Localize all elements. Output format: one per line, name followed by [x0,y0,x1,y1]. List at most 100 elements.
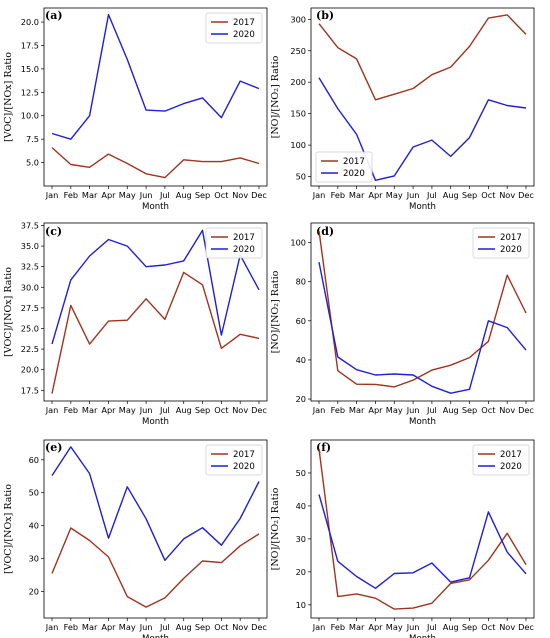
y-tick-label: 80 [296,277,306,287]
x-tick-label: Sep [462,190,477,200]
x-tick-label: Feb [331,622,346,632]
legend-label-2017: 2017 [233,450,255,460]
x-tick-label: Jun [406,190,420,200]
x-tick-label: Mar [82,190,98,200]
x-tick-label: Aug [443,622,459,632]
plot-frame [43,7,268,187]
y-tick-label: 25.0 [21,323,39,333]
series-line-2017 [51,527,260,608]
y-tick-label: 5.0 [26,158,39,168]
y-tick-label: 27.5 [21,303,39,313]
y-tick-label: 22.5 [21,344,39,354]
x-tick-label: Aug [176,405,192,415]
x-tick-label: Mar [82,405,98,415]
x-tick-label: Sep [195,405,210,415]
y-tick-label: 30 [296,534,306,544]
x-tick-label: Feb [64,622,79,632]
series-line-2020 [318,494,527,589]
legend-label-2017: 2017 [500,450,522,460]
legend-label-2020: 2020 [233,462,255,472]
x-tick-label: Sep [462,405,477,415]
x-tick-label: Feb [64,190,79,200]
x-tick-label: Jul [159,190,170,200]
y-tick-label: 17.5 [21,40,39,50]
legend-label-2020: 2020 [500,462,522,472]
x-axis-label: Month [142,634,169,638]
x-tick-label: Jan [312,405,326,415]
x-tick-label: Nov [499,622,515,632]
y-axis-label: [VOC]/[NOx] Ratio [3,267,14,357]
panel-label: (f) [316,441,331,454]
y-tick-label: 7.5 [26,134,39,144]
y-tick-label: 12.5 [21,87,39,97]
series-line-2020 [51,446,260,561]
x-tick-label: Nov [232,405,248,415]
x-tick-label: May [119,405,136,415]
y-tick-label: 300 [290,14,306,24]
x-tick-label: Feb [331,190,346,200]
legend: 2017 2020 [472,227,530,259]
chart-panel-c: (c) 17.5 20.0 22.5 25.0 27.5 30.0 32.5 35.0 37.5 J… [3,220,268,427]
legend-label-2017: 2017 [233,18,255,28]
x-tick-label: Aug [176,190,192,200]
x-tick-label: Apr [101,190,116,200]
x-tick-label: Jun [406,622,420,632]
legend-label-2017: 2017 [500,233,522,243]
x-tick-label: Apr [368,405,383,415]
chart-panel-d: (d) 20 40 60 80 100 Jan Feb Mar Apr May Jun Jul Aug Se… [270,222,535,427]
x-tick-label: Nov [499,190,515,200]
chart-panel-a: (a) 5.0 7.5 10.0 12.5 15.0 17.5 20.0 Jan Feb Mar Ap… [3,7,268,212]
panel-label: (c) [45,225,62,238]
x-tick-label: Dec [251,622,267,632]
x-axis-label: Month [142,202,169,212]
x-tick-label: Jan [45,622,59,632]
y-tick-label: 30 [29,554,39,564]
legend-label-2020: 2020 [233,30,255,40]
legend-label-2020: 2020 [500,245,522,255]
y-tick-label: 60 [29,455,39,465]
y-tick-label: 50 [296,172,306,182]
x-tick-label: Mar [82,622,98,632]
y-tick-label: 60 [296,316,306,326]
x-tick-label: Jul [159,405,170,415]
x-tick-label: Jul [426,622,437,632]
x-tick-label: Dec [251,190,267,200]
x-tick-label: Oct [481,622,496,632]
y-tick-label: 20 [296,394,306,404]
x-tick-label: Nov [232,622,248,632]
panel-label: (e) [45,441,62,454]
x-tick-label: Jul [426,190,437,200]
y-tick-label: 17.5 [21,385,39,395]
legend-label-2017: 2017 [343,157,365,167]
x-tick-label: May [119,622,136,632]
x-tick-label: Feb [64,405,79,415]
x-tick-label: Sep [195,190,210,200]
x-axis-label: Month [409,202,436,212]
x-tick-label: May [386,405,403,415]
legend: 2017 2020 [472,444,530,476]
y-tick-label: 32.5 [21,262,39,272]
y-tick-label: 200 [290,77,306,87]
x-tick-label: May [386,190,403,200]
y-tick-label: 15.0 [21,64,39,74]
plot-frame [43,439,268,619]
panel-label: (d) [316,225,334,238]
y-tick-label: 50 [296,468,306,478]
series-line-2017 [51,147,260,179]
x-tick-label: Jun [139,622,153,632]
x-tick-label: Oct [214,622,229,632]
chart-panel-b: (b) 50 100 150 200 250 300 Jan Feb Mar Apr May Jun Ju… [270,7,535,212]
x-tick-label: Aug [443,190,459,200]
x-tick-label: Jul [426,405,437,415]
x-tick-label: Apr [101,405,116,415]
x-tick-label: Aug [443,405,459,415]
legend: 2017 2020 [315,151,373,183]
plot-frame [310,439,535,619]
x-tick-label: Jan [45,190,59,200]
y-tick-label: 10.0 [21,111,39,121]
legend-label-2020: 2020 [233,245,255,255]
x-tick-label: Apr [101,622,116,632]
x-tick-label: Oct [481,190,496,200]
chart-panel-e: (e) 20 30 40 50 60 Jan Feb Mar Apr May Jun Jul Aug Sep… [3,439,268,638]
